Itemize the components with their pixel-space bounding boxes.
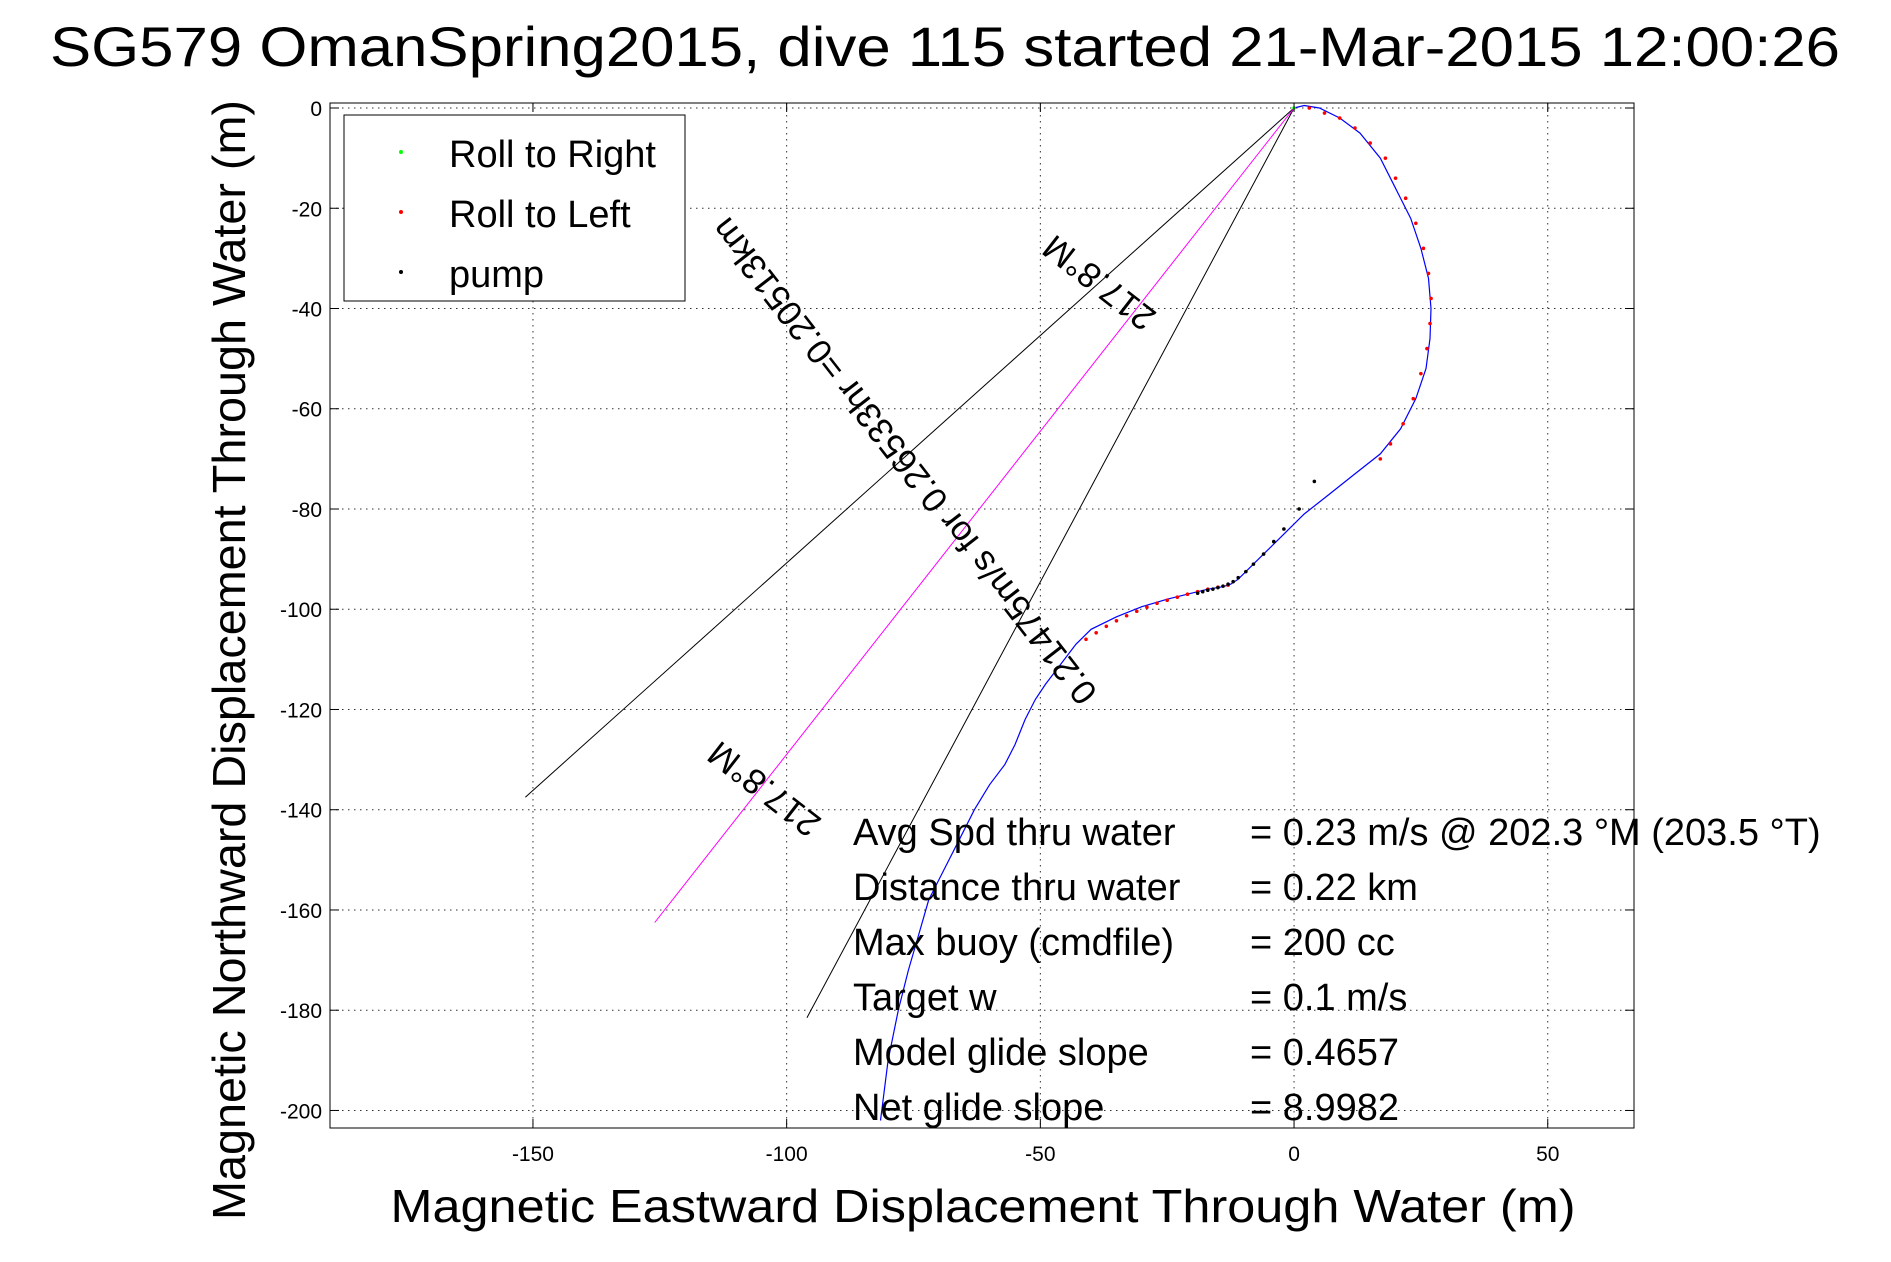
roll-left-point <box>1393 176 1398 180</box>
pump-point <box>1200 589 1205 594</box>
legend-label: Roll to Right <box>449 134 656 176</box>
pump-point <box>1221 584 1225 588</box>
pump-point <box>1297 507 1301 511</box>
y-tick-label: -140 <box>280 800 322 823</box>
pump-point <box>1231 579 1235 584</box>
x-axis-label: Magnetic Eastward Displacement Through W… <box>391 1180 1576 1232</box>
stat-label: Model glide slope <box>853 1032 1149 1074</box>
roll-left-point <box>1414 221 1418 226</box>
bearing-line <box>525 107 1295 798</box>
grid <box>330 103 1634 1128</box>
roll-left-point <box>1421 246 1426 251</box>
stat-value: = 0.1 m/s <box>1250 977 1407 1019</box>
roll-left-point <box>1378 457 1383 461</box>
roll-left-point <box>1368 141 1372 145</box>
stat-label: Avg Spd thru water <box>853 812 1176 854</box>
y-axis-label: Magnetic Northward Displacement Through … <box>203 100 255 1220</box>
roll-left-point <box>1165 598 1169 603</box>
y-tick-label: -160 <box>280 900 322 923</box>
pump-point <box>1236 575 1241 580</box>
plot-frame <box>329 102 1635 1129</box>
legend-marker <box>399 210 403 214</box>
roll-left-point <box>1337 116 1342 120</box>
x-tick-label: 0 <box>1288 1143 1300 1166</box>
roll-left-point <box>1426 271 1431 276</box>
stat-label: Net glide slope <box>853 1087 1104 1129</box>
legend-label: Roll to Left <box>449 194 631 236</box>
roll-left-point <box>1307 106 1312 110</box>
stat-label: Distance thru water <box>853 867 1181 909</box>
roll-left-point <box>1114 618 1119 623</box>
pump-point <box>1195 591 1200 595</box>
pump-point <box>1251 562 1256 566</box>
legend: Roll to Right Roll to Left pump <box>343 114 686 302</box>
x-tick-label: -50 <box>1025 1143 1055 1166</box>
roll-left-point <box>1383 156 1388 160</box>
roll-left-point <box>1411 396 1416 401</box>
roll-left-point <box>1185 592 1190 596</box>
y-tick-label: -120 <box>280 699 322 722</box>
roll-left-point <box>1134 609 1139 614</box>
pump-point <box>1211 587 1215 591</box>
stat-value: = 8.9982 <box>1250 1087 1399 1129</box>
stat-value: = 200 cc <box>1250 922 1395 964</box>
y-tick-label: -40 <box>292 299 322 322</box>
x-tick-label: 50 <box>1536 1143 1559 1166</box>
legend-marker <box>399 270 403 274</box>
chart-title: SG579 OmanSpring2015, dive 115 started 2… <box>50 15 1840 78</box>
roll-left-point <box>1084 637 1088 642</box>
legend-marker <box>399 150 403 154</box>
pump-point <box>1312 479 1317 484</box>
y-tick-label: -100 <box>280 599 322 622</box>
roll-left-point <box>1425 346 1429 351</box>
y-tick-label: 0 <box>310 98 322 121</box>
legend-box <box>343 114 686 302</box>
bearing-line <box>654 107 1295 923</box>
roll-left-point <box>1094 630 1098 635</box>
pump-point <box>1282 527 1286 531</box>
bearing-line <box>806 107 1295 1018</box>
x-tick-label: -150 <box>512 1143 554 1166</box>
stat-value: = 0.23 m/s @ 202.3 °M (203.5 °T) <box>1250 812 1821 854</box>
roll-left-point <box>1429 296 1433 301</box>
roll-left-point <box>1124 613 1129 618</box>
roll-left-point <box>1419 371 1423 376</box>
y-tick-label: -20 <box>292 198 322 221</box>
roll-left-point <box>1145 605 1149 610</box>
y-tick-label: -200 <box>280 1100 322 1123</box>
y-tick-label: -60 <box>292 399 322 422</box>
roll-left-point <box>1353 126 1357 130</box>
roll-left-point <box>1155 601 1159 606</box>
pump-point <box>1226 582 1230 586</box>
stat-label: Max buoy (cmdfile) <box>853 922 1174 964</box>
pump-point <box>1244 569 1248 574</box>
stat-value: = 0.4657 <box>1250 1032 1399 1074</box>
stat-value: = 0.22 km <box>1250 867 1418 909</box>
ticks: -150 -100 -50 0 50 0 -20 -40 -60 -80 -100 -120 -140 -… <box>280 98 1634 1166</box>
roll-left-point <box>1175 595 1180 600</box>
roll-left-point <box>1322 111 1327 115</box>
series-layer <box>525 104 1433 1121</box>
stats-panel: Avg Spd thru water = 0.23 m/s @ 202.3 °M … <box>853 812 1821 1129</box>
stat-label: Target w <box>853 977 997 1019</box>
pump-point <box>1261 552 1266 556</box>
roll-left-point <box>1401 421 1405 426</box>
pump-point <box>1216 585 1220 590</box>
roll-left-point <box>1428 321 1432 326</box>
roll-left-point <box>1388 442 1393 446</box>
y-tick-label: -80 <box>292 499 322 522</box>
y-tick-label: -180 <box>280 1000 322 1023</box>
legend-label: pump <box>449 254 544 296</box>
roll-left-point <box>1104 624 1109 629</box>
pump-point <box>1271 539 1276 544</box>
x-tick-label: -100 <box>766 1143 808 1166</box>
roll-left-point <box>1403 196 1408 201</box>
pump-point <box>1205 588 1210 592</box>
